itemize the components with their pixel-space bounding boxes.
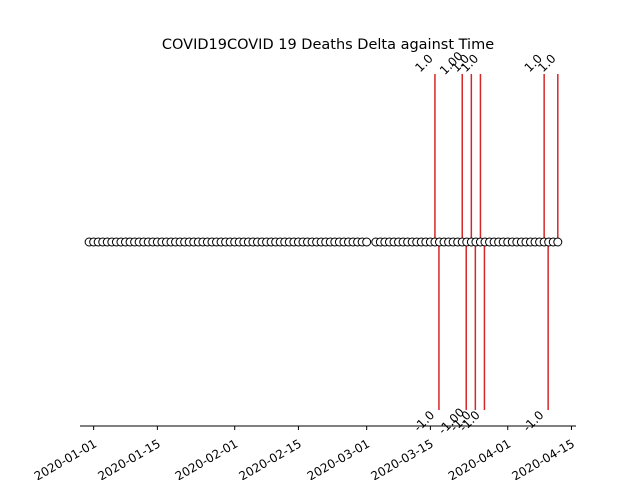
x-tick-label: 2020-02-15 [237,436,304,480]
chart-title: COVID19COVID 19 Deaths Delta against Tim… [162,37,494,53]
event-label: -1.0 [520,408,546,434]
data-point [553,237,563,247]
x-tick-label: 2020-04-15 [510,436,577,480]
event-label: 1.0 [535,51,558,74]
x-tick-label: 2020-03-15 [368,436,435,480]
event-label: -1.0 [411,408,437,434]
event-label: 1.0 [412,51,435,74]
stems-layer [434,74,559,410]
data-point [362,237,372,247]
x-tick-label: 2020-01-15 [95,436,162,480]
x-tick-label: 2020-01-01 [32,436,99,480]
x-tick-label: 2020-03-01 [305,436,372,480]
markers-layer [84,237,563,247]
x-tick-label: 2020-02-01 [173,436,240,480]
x-tick-label: 2020-04-01 [446,436,513,480]
